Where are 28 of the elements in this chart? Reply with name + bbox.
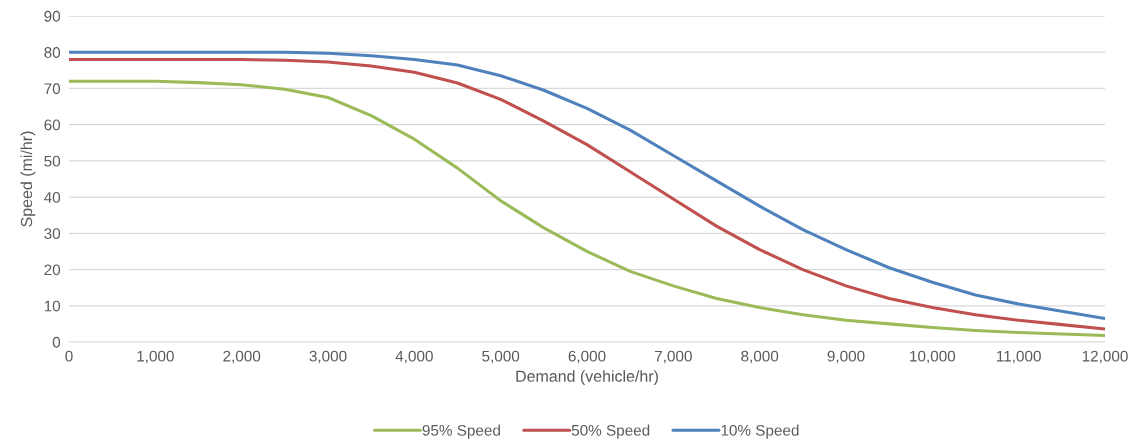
x-tick-label: 11,000 [997, 350, 1041, 364]
y-tick-label: 70 [44, 83, 61, 95]
legend-label: 10% Speed [721, 424, 799, 439]
y-tick-label: 20 [44, 264, 61, 276]
y-axis-title: Speed (mi/hr) [20, 131, 36, 227]
y-tick-label: 30 [44, 228, 61, 240]
x-tick-label: 7,000 [655, 350, 692, 364]
y-tick-label: 10 [44, 300, 61, 312]
y-tick-label: 0 [52, 336, 61, 348]
x-tick-label: 12,000 [1082, 350, 1128, 364]
y-tick-label: 40 [44, 191, 61, 203]
x-tick-label: 8,000 [741, 350, 779, 364]
y-tick-label: 80 [44, 47, 61, 58]
x-tick-label: 1,000 [137, 350, 174, 364]
x-tick-label: 4,000 [395, 350, 433, 364]
legend-label: 50% Speed [571, 424, 650, 439]
x-tick-label: 6,000 [568, 350, 606, 364]
x-tick-label: 5,000 [482, 350, 520, 364]
x-tick-label: 0 [65, 350, 73, 362]
x-tick-label: 3,000 [309, 350, 347, 364]
y-tick-label: 90 [44, 10, 61, 22]
x-tick-label: 9,000 [827, 350, 865, 364]
x-axis-title: Demand (vehicle/hr) [516, 370, 658, 386]
y-tick-label: 60 [44, 119, 61, 131]
x-tick-label: 10,000 [910, 350, 956, 364]
y-tick-label: 50 [44, 155, 61, 167]
legend-label: 95% Speed [422, 424, 500, 439]
x-tick-label: 2,000 [223, 350, 261, 364]
